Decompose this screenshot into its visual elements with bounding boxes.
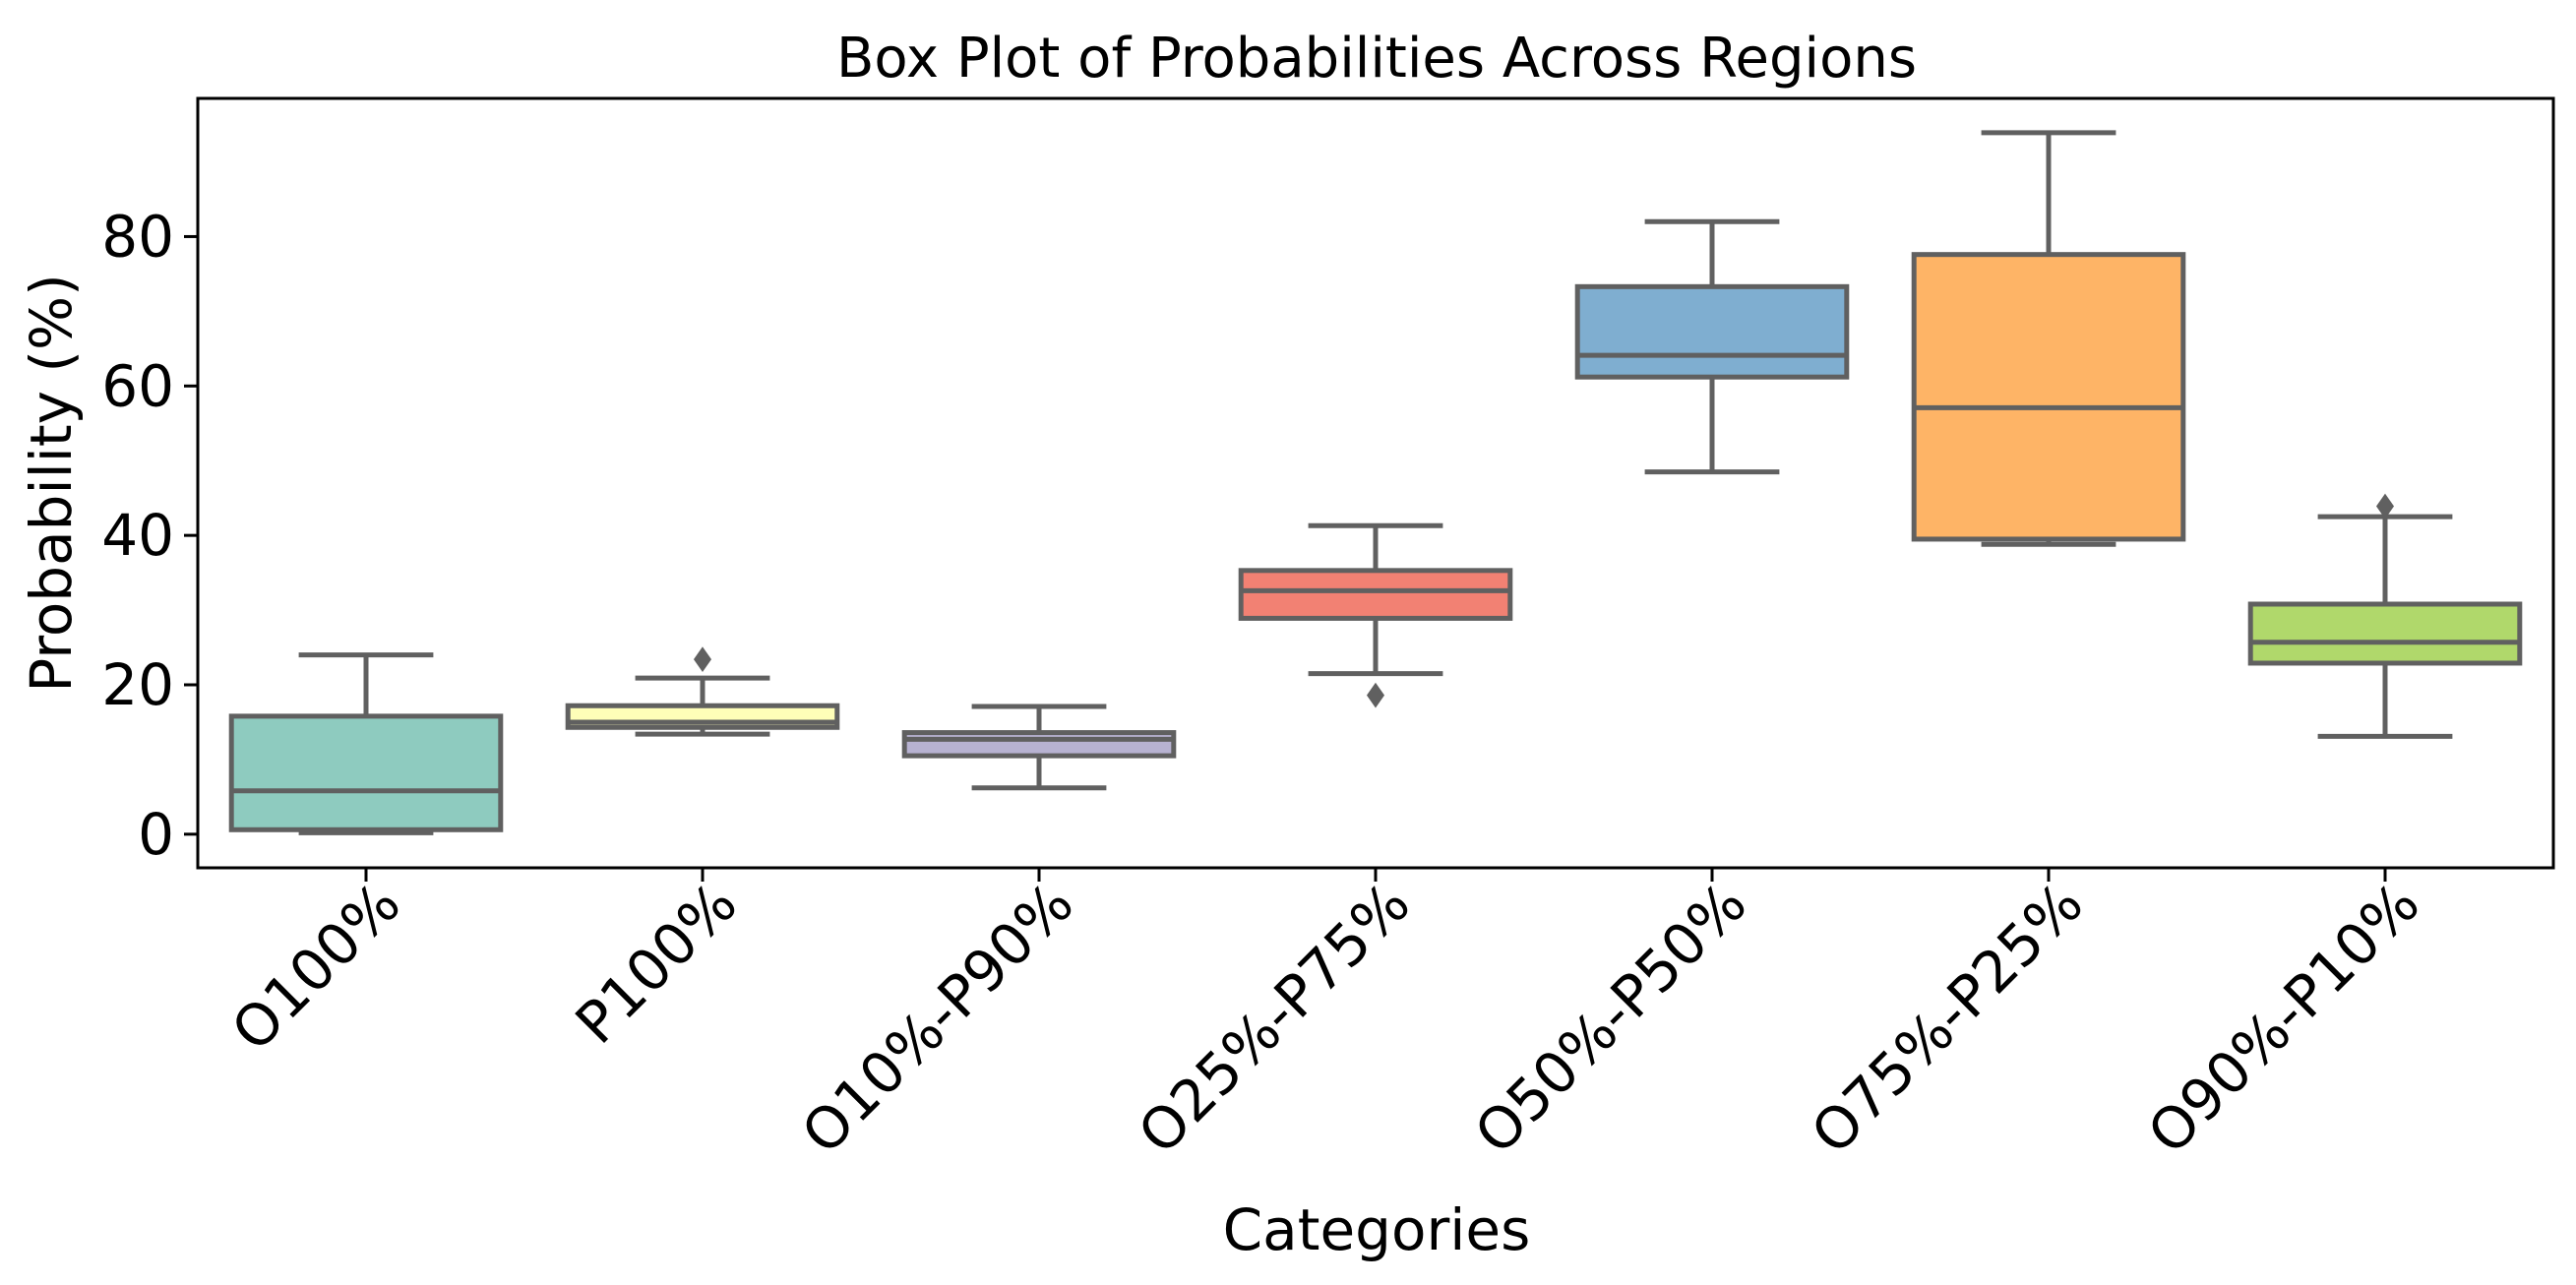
y-axis-label: Probability (%) <box>18 274 85 692</box>
box-5 <box>1911 130 2186 547</box>
y-tick-label: 0 <box>138 801 174 868</box>
y-axis: 0 20 40 60 80 <box>101 203 198 868</box>
box-iqr <box>2247 601 2523 666</box>
box-4 <box>1574 218 1850 475</box>
outlier-point <box>2375 493 2395 520</box>
box-iqr <box>1238 568 1513 621</box>
box-iqr <box>1574 283 1850 380</box>
x-tick-label: O25%-P75% <box>1126 870 1423 1167</box>
outlier-point <box>1366 682 1385 708</box>
y-tick-label: 80 <box>101 203 174 270</box>
x-axis: O100% P100% O10%-P90% O25%-P75% O50%-P50% O75… <box>218 868 2432 1167</box>
x-tick-label: O90%-P10% <box>2135 870 2432 1167</box>
x-tick-label: O50%-P50% <box>1462 870 1759 1167</box>
y-tick-label: 60 <box>101 352 174 419</box>
y-tick-label: 20 <box>101 651 174 718</box>
x-tick-label: O10%-P90% <box>789 870 1086 1167</box>
x-axis-label: Categories <box>1223 1196 1531 1263</box>
box-6 <box>2247 493 2523 739</box>
chart-title: Box Plot of Probabilities Across Regions <box>836 27 1917 91</box>
boxes-group <box>228 130 2523 835</box>
outlier-point <box>693 646 712 673</box>
box-1 <box>565 646 840 737</box>
box-iqr <box>228 713 504 832</box>
box-3 <box>1238 522 1513 708</box>
y-tick-label: 40 <box>101 502 174 569</box>
x-tick-label: P100% <box>563 870 750 1057</box>
plot-frame <box>196 96 2555 870</box>
x-tick-label: O100% <box>218 870 413 1065</box>
box-iqr <box>901 730 1177 759</box>
plot-area: 0 20 40 60 80 O100% P100% O10%-P90% O25%-P75% O5… <box>101 96 2555 1167</box>
box-2 <box>901 704 1177 791</box>
box-0 <box>228 652 504 835</box>
x-tick-label: O75%-P25% <box>1799 870 2096 1167</box>
box-iqr <box>1911 252 2186 542</box>
